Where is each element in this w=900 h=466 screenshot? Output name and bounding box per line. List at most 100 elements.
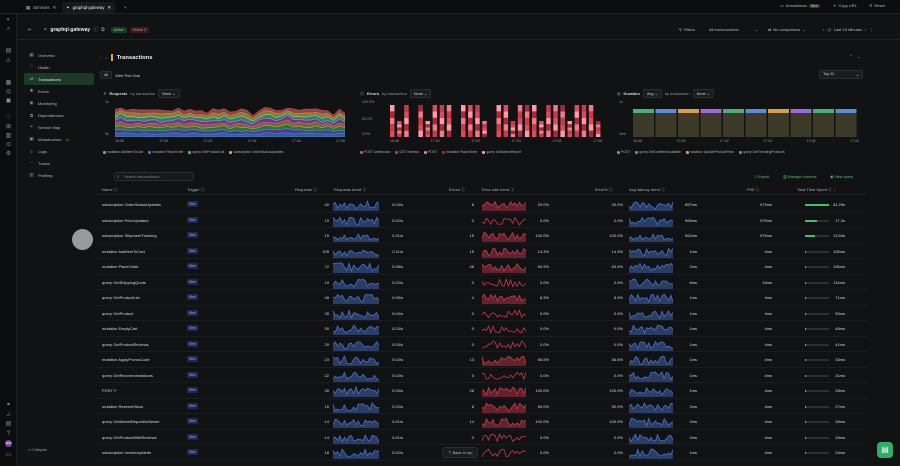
settings-icon[interactable]: ⚙ — [5, 151, 12, 157]
manage-columns-button[interactable]: ▥ Manage columns — [783, 175, 817, 179]
legend-item[interactable]: mutation AddItemToCart — [103, 150, 143, 154]
table-row[interactable]: subscription PriceUpdates Web 19 0.02/s 0 0.0… — [97, 213, 867, 228]
transaction-name[interactable]: query GetShippingQuote — [102, 279, 147, 285]
sidebar-toggle-icon[interactable]: ▭ — [5, 452, 12, 458]
transaction-name[interactable]: subscription OrderStatusUpdates — [102, 202, 161, 207]
transaction-name[interactable]: mutation ApplyPromoCode — [102, 357, 150, 362]
home-icon[interactable]: ▤ — [5, 48, 12, 54]
help-icon[interactable]: ? — [6, 431, 11, 437]
col-errors[interactable]: Errors ⓘ — [449, 187, 466, 192]
infra-icon[interactable]: ⊞ — [5, 124, 12, 130]
transaction-name[interactable]: POST /* — [102, 388, 117, 393]
legend-item[interactable]: POST — [617, 150, 630, 154]
collapse-icon[interactable]: ⇤ — [28, 26, 33, 33]
time-range-picker[interactable]: ‹ ◷ Last 15 Minutes › ⋮ — [823, 27, 873, 32]
chevron-left-icon[interactable]: ‹ — [823, 27, 825, 32]
transaction-name[interactable]: query GetRecommendations — [102, 372, 153, 378]
collapse-down-icon[interactable]: ⌄ — [856, 54, 861, 59]
export-button[interactable]: ⇩ Export — [754, 175, 770, 179]
table-row[interactable]: query GetProduct Web 35 0.04/s 0 0.0% 0.0% 1ms 4… — [97, 306, 867, 321]
database-icon[interactable]: ⊙ — [5, 142, 12, 148]
filters-button[interactable]: ⚲ Filters — [679, 27, 695, 32]
legend-item[interactable]: query GetAdminReport — [482, 150, 521, 154]
transaction-name[interactable]: subscription InventoryAlerts — [102, 450, 152, 455]
alerts-icon[interactable]: ⚠ — [5, 58, 12, 64]
table-row[interactable]: query GetProductWithReviews Web 14 0.01/s 0 0… — [97, 430, 867, 445]
col-p95[interactable]: P95 ⓘ — [747, 187, 760, 192]
table-row[interactable]: subscription OrderStatusUpdates Web 40 0.04… — [97, 197, 867, 213]
groupby-select[interactable]: None ⌄ — [158, 89, 180, 98]
logs-icon[interactable]: ◎ — [5, 89, 12, 95]
chevron-left-icon[interactable]: ‹ — [100, 55, 102, 60]
bell-icon[interactable]: ♫ — [6, 412, 11, 418]
col-error-pct[interactable]: Error% ⓘ — [595, 187, 613, 192]
transaction-name[interactable]: query GetAdminReportAsViewer — [102, 419, 160, 424]
table-row[interactable]: subscription InventoryAlerts Web 18 0.02/s 0… — [97, 445, 867, 461]
transaction-type-filter[interactable]: All Web Pub-Sub — [100, 71, 140, 79]
top-n-select[interactable]: Top 20 ⌄ — [819, 70, 863, 79]
nav-health[interactable]: ♡ Health — [24, 61, 94, 73]
table-row[interactable]: mutation PlaceOrder Web 72 0.08/s 46 63.9% 63.… — [97, 259, 867, 275]
annotations-button[interactable]: ▭ Annotations New — [780, 3, 820, 8]
col-error-rate-trend[interactable]: Error rate trend ⓘ — [482, 187, 515, 192]
comparison-select[interactable]: ⇄ No comparison ⌄ — [768, 27, 806, 32]
table-row[interactable]: query GetProductReviews Web 29 0.03/s 0 0.0% 0… — [97, 337, 867, 352]
col-name[interactable]: Name ⓘ — [102, 187, 118, 192]
apps-icon[interactable]: ◐ — [6, 17, 11, 23]
metrics-icon[interactable]: ▥ — [5, 133, 12, 139]
aggregation-select[interactable]: Avg ⌄ — [642, 89, 662, 98]
legend-item[interactable]: mutation UpdateProductPrice — [685, 150, 734, 154]
link-icon[interactable]: ⚭ — [5, 402, 12, 408]
table-row[interactable]: mutation ApplyPromoCode Web 23 0.02/s 13 56.5… — [97, 352, 867, 368]
legend-item[interactable]: query GetProductList — [188, 150, 224, 154]
new-tab-button[interactable]: + — [124, 5, 127, 10]
environment-select[interactable]: All environments ⌄ — [709, 27, 758, 32]
info-icon[interactable]: ⓘ — [93, 27, 99, 33]
table-row[interactable]: query GetRecommendations Web 22 0.02/s 0 0.0%… — [97, 368, 867, 383]
transaction-name[interactable]: mutation PlaceOrder — [102, 264, 139, 269]
status-online-badge[interactable]: Online 2 — [129, 26, 149, 33]
legend-item[interactable]: POST — [424, 150, 437, 154]
transaction-name[interactable]: mutation AddItemToCart — [102, 248, 145, 254]
transaction-name[interactable]: query GetProduct — [102, 310, 134, 316]
table-row[interactable]: mutation AddItemToCart Web 105 0.11/s 15 14.3… — [97, 244, 867, 259]
close-icon[interactable]: ✕ — [107, 4, 111, 10]
apm-icon[interactable]: ♡ — [5, 115, 12, 121]
table-row[interactable]: subscription ShipmentTracking Web 15 0.01/s… — [97, 228, 867, 244]
transaction-name[interactable]: mutation ReserveStock — [102, 403, 144, 409]
legend-item[interactable]: mutation PlaceOrder — [148, 150, 183, 154]
docs-icon[interactable]: ▤ — [5, 421, 12, 427]
legend-item[interactable]: query GetTrendingProducts — [739, 150, 785, 154]
nav-service-map[interactable]: ⚭ Service Map — [24, 121, 94, 133]
back-to-top-button[interactable]: ⇡ Back to top — [442, 447, 479, 458]
more-icon[interactable]: ⋮ — [869, 27, 874, 32]
traces-icon[interactable]: ▣ — [5, 98, 12, 104]
transaction-name[interactable]: query GetProductWithReviews — [102, 434, 157, 440]
table-row[interactable]: query GetShippingQuote Web 19 0.02/s 0 0.0% 0.… — [97, 275, 867, 290]
nav-traces[interactable]: ⋯ Traces — [24, 157, 94, 169]
view-query-button[interactable]: ◉ View query — [830, 175, 854, 179]
reset-button[interactable]: ↺ Reset — [869, 3, 885, 8]
chat-button[interactable]: ▤ — [877, 442, 893, 458]
transaction-name[interactable]: query GetProductReviews — [102, 341, 149, 347]
col-avg-latency-trend[interactable]: Avg latency trend ⓘ — [629, 187, 665, 192]
collapse-button[interactable]: « Collapse — [28, 447, 47, 452]
col-trigger[interactable]: Trigger ⓘ — [187, 187, 205, 192]
col-requests-trend[interactable]: Requests trend ⓘ — [334, 187, 367, 192]
close-icon[interactable]: ✕ — [52, 4, 57, 10]
nav-logs[interactable]: ≡ Logs — [24, 145, 94, 157]
search-input[interactable]: Search transactions... — [114, 172, 194, 181]
nav-transactions[interactable]: ⇄ Transactions — [24, 73, 94, 85]
nav-overview[interactable]: ▦ Overview — [24, 49, 94, 61]
nav-errors[interactable]: ✱ Errors — [24, 85, 94, 97]
legend-item[interactable]: GET /metrics — [395, 150, 419, 154]
table-row[interactable]: mutation ReserveStock Web 16 0.02/s 8 50.0% 50… — [97, 399, 867, 414]
copy-url-button[interactable]: ⚭ Copy URL — [833, 3, 857, 8]
nav-dependencies[interactable]: ⧉ Dependencies — [24, 109, 94, 121]
groupby-select[interactable]: None ⌄ — [692, 89, 714, 98]
transaction-name[interactable]: subscription PriceUpdates — [102, 217, 149, 223]
chevron-right-icon[interactable]: › — [105, 55, 107, 60]
table-row[interactable]: mutation EmptyCart Web 30 0.03/s 0 0.0% 0.0% 1m… — [97, 321, 867, 337]
user-avatar[interactable]: MW — [5, 440, 12, 447]
col-total-time-spent[interactable]: Total Time Spent ⓘ ↓ — [797, 187, 836, 192]
